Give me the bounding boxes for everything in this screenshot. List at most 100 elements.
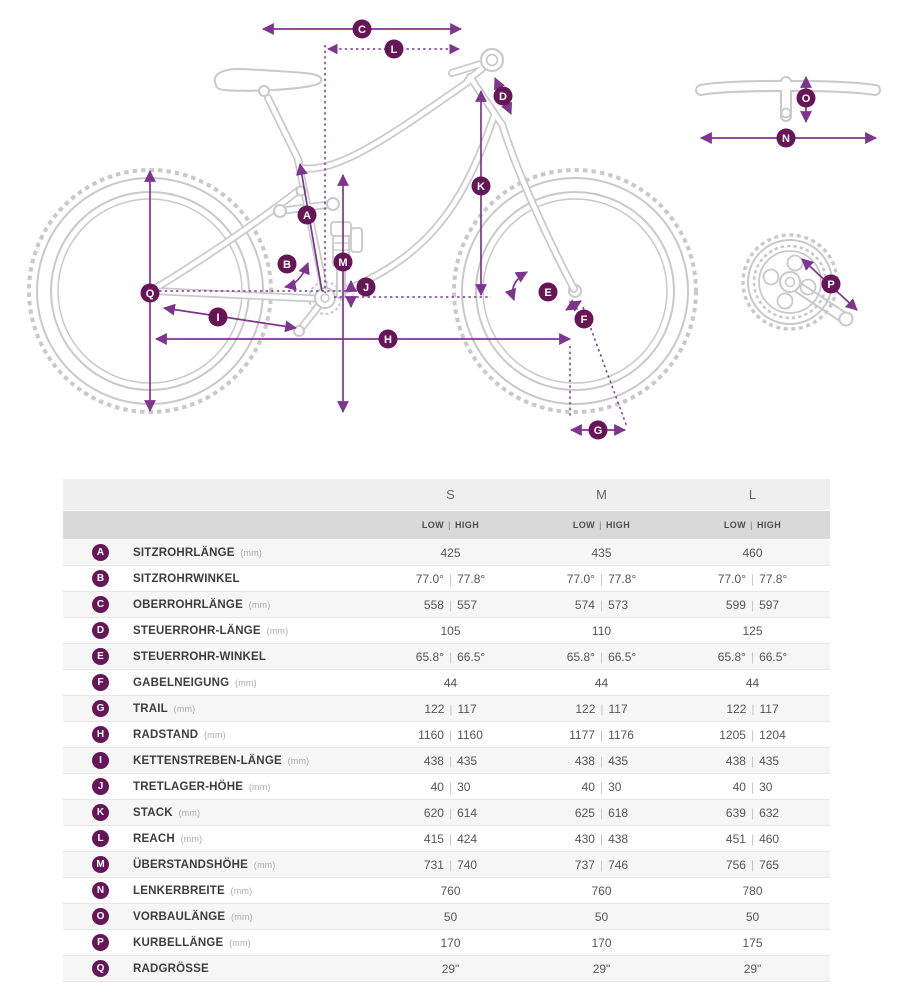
dim-badge-h [378,329,398,349]
spec-label: GABELNEIGUNG (mm) [133,676,257,689]
row-letter-badge: L [92,830,109,847]
value-s: 77.0° | 77.8° [415,571,486,586]
value-s: 122 | 117 [424,701,477,716]
value-l: 29" [743,961,762,976]
value-m: 430 | 438 [574,831,629,846]
value-divider: | [599,753,604,768]
value-s: 415 | 424 [423,831,478,846]
handlebar-top-view [701,82,875,319]
value-m: 574 | 573 [574,597,629,612]
value-l: 438 | 435 [725,753,780,768]
value-divider: | [449,701,453,716]
row-letter-badge: P [92,934,109,951]
row-letter-badge: F [92,674,109,691]
dim-badge-q [140,283,160,303]
value-divider: | [750,831,755,846]
value-divider: | [750,571,755,586]
dim-badge-letter: A [303,210,311,222]
table-row-h: H RADSTAND (mm) 1160 | 1160 1177 | 1176 1205… [63,722,830,748]
dim-badge-l [384,39,404,59]
row-letter-badge: D [92,622,109,639]
steerer-bolt-icon [780,107,792,119]
spec-label: STACK (mm) [133,806,201,819]
spec-label: RADSTAND (mm) [133,728,226,741]
value-l: 50 [745,909,760,924]
value-divider: | [599,779,604,794]
dim-badge-k [471,176,491,196]
table-body: A SITZROHRLÄNGE (mm) 425 435 460 B SITZR… [63,540,830,982]
value-divider: | [750,857,755,872]
spec-label: SITZROHRWINKEL [133,572,240,585]
value-s: 731 | 740 [423,857,478,872]
value-l: 125 [742,623,763,638]
dim-badge-b [277,254,297,274]
value-m: 737 | 746 [574,857,629,872]
dim-badge-letter: O [802,93,811,105]
dim-badge-letter: Q [146,288,155,300]
value-divider: | [750,753,755,768]
spec-label: RADGRÖSSE [133,962,209,975]
dim-badge-g [588,420,608,440]
value-divider: | [599,831,604,846]
dim-line-I [162,303,298,333]
spec-label: KURBELLÄNGE (mm) [133,936,251,949]
saddle-icon [213,67,323,92]
table-row-o: O VORBAULÄNGE (mm) 50 50 50 [63,904,830,930]
value-m: 77.0° | 77.8° [566,571,637,586]
table-row-f: F GABELNEIGUNG (mm) 44 44 44 [63,670,830,696]
dim-arc-E [504,271,528,301]
table-row-d: D STEUERROHR-LÄNGE (mm) 105 110 125 [63,618,830,644]
dim-badge-i [208,307,228,327]
geometry-table: S M L LOW | HIGH LOW | HIGH LOW | HIGH A SITZR… [63,479,830,982]
dim-badge-letter: D [499,91,507,103]
value-divider: | [750,727,755,742]
row-letter-badge: M [92,856,109,873]
table-row-e: E STEUERROHR-WINKEL 65.8° | 66.5° 65.8° | 66… [63,644,830,670]
value-divider: | [448,805,453,820]
value-divider: | [448,597,453,612]
size-header-s: S [446,487,455,502]
dim-badge-d [493,86,513,106]
value-m: 435 [591,545,612,560]
value-s: 105 [440,623,461,638]
size-header-l: L [748,487,757,502]
spec-label: OBERROHRLÄNGE (mm) [133,598,271,611]
dim-badge-letter: J [363,282,369,294]
value-m: 110 [591,623,612,638]
dim-line-F [565,299,582,312]
value-divider: | [448,857,453,872]
table-row-k: K STACK (mm) 620 | 614 625 | 618 639 | 632 [63,800,830,826]
value-l: 780 [742,883,763,898]
spec-label: STEUERROHR-LÄNGE (mm) [133,624,289,637]
dim-badge-m [333,252,353,272]
spec-label: TRETLAGER-HÖHE (mm) [133,780,271,793]
value-s: 65.8° | 66.5° [415,649,486,664]
dim-badge-j [356,277,376,297]
value-l: 599 | 597 [725,597,780,612]
value-s: 170 [440,935,461,950]
row-letter-badge: H [92,726,109,743]
dim-arc-B [283,262,310,291]
value-s: 425 [440,545,461,560]
spec-label: ÜBERSTANDSHÖHE (mm) [133,858,276,871]
spec-label: KETTENSTREBEN-LÄNGE (mm) [133,754,310,767]
value-divider: | [750,649,755,664]
value-m: 438 | 435 [574,753,629,768]
row-letter-badge: Q [92,960,109,977]
value-l: 77.0° | 77.8° [717,571,788,586]
table-row-n: N LENKERBREITE (mm) 760 760 780 [63,878,830,904]
value-divider: | [750,779,755,794]
value-m: 44 [594,675,609,690]
value-divider: | [599,805,604,820]
dim-badge-e [538,282,558,302]
value-divider: | [448,831,453,846]
value-l: 40 | 30 [732,779,773,794]
dim-badge-letter: B [283,259,291,271]
table-row-i: I KETTENSTREBEN-LÄNGE (mm) 438 | 435 438 | 4… [63,748,830,774]
dim-badge-letter: F [581,314,588,326]
dim-badge-letter: G [594,425,603,437]
value-l: 460 [742,545,763,560]
table-row-a: A SITZROHRLÄNGE (mm) 425 435 460 [63,540,830,566]
value-s: 558 | 557 [423,597,478,612]
dim-badge-letter: E [544,287,551,299]
